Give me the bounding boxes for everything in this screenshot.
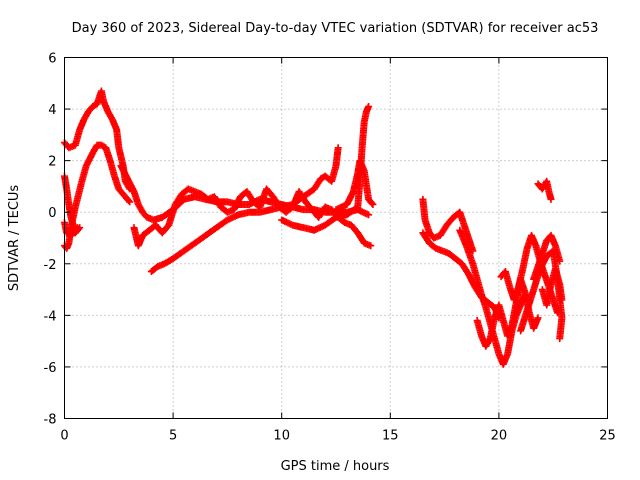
y-axis-label: SDTVAR / TECUs bbox=[7, 185, 22, 292]
data-point bbox=[534, 314, 542, 322]
y-tick-label: -6 bbox=[44, 361, 57, 376]
data-point bbox=[72, 225, 80, 233]
y-tick-label: -4 bbox=[44, 309, 57, 324]
x-tick-label: 20 bbox=[491, 429, 508, 444]
series-arc-i bbox=[332, 157, 377, 214]
series-arc-b bbox=[61, 87, 134, 193]
y-axis: -8 -6 -4 -2 0 2 4 6 bbox=[44, 52, 608, 428]
x-tick-label: 5 bbox=[169, 429, 177, 444]
series-arc-f bbox=[130, 185, 375, 250]
series-arc-k bbox=[419, 229, 503, 322]
data-point bbox=[368, 199, 376, 207]
y-tick-label: -2 bbox=[44, 258, 57, 273]
x-tick-label: 0 bbox=[60, 429, 68, 444]
series-arc-a bbox=[61, 141, 134, 252]
data-points bbox=[61, 87, 566, 368]
series-arc-j bbox=[419, 195, 477, 255]
data-point bbox=[558, 296, 566, 304]
data-point bbox=[556, 335, 564, 343]
series-arc-g bbox=[147, 144, 342, 276]
data-point bbox=[126, 198, 134, 206]
data-point bbox=[367, 242, 375, 250]
y-tick-label: 2 bbox=[48, 155, 56, 170]
plot-frame bbox=[64, 57, 608, 419]
chart-title: Day 360 of 2023, Sidereal Day-to-day VTE… bbox=[72, 21, 599, 36]
y-tick-label: -8 bbox=[44, 413, 57, 428]
data-point bbox=[334, 144, 342, 152]
data-point bbox=[369, 200, 377, 208]
grid bbox=[64, 57, 608, 419]
data-point bbox=[547, 195, 555, 203]
x-tick-label: 25 bbox=[599, 429, 616, 444]
y-tick-label: 0 bbox=[48, 206, 56, 221]
data-point bbox=[365, 102, 373, 110]
series-arc-r bbox=[538, 265, 566, 309]
x-axis-label: GPS time / hours bbox=[281, 459, 390, 474]
x-axis: 0 5 10 15 20 25 bbox=[60, 57, 616, 444]
data-point bbox=[125, 197, 133, 205]
x-tick-label: 10 bbox=[273, 429, 290, 444]
x-tick-label: 15 bbox=[382, 429, 399, 444]
data-point bbox=[365, 211, 373, 219]
series-arc-q bbox=[534, 177, 555, 203]
data-point bbox=[74, 224, 82, 232]
y-tick-label: 6 bbox=[48, 52, 56, 67]
y-tick-label: 4 bbox=[48, 103, 56, 118]
